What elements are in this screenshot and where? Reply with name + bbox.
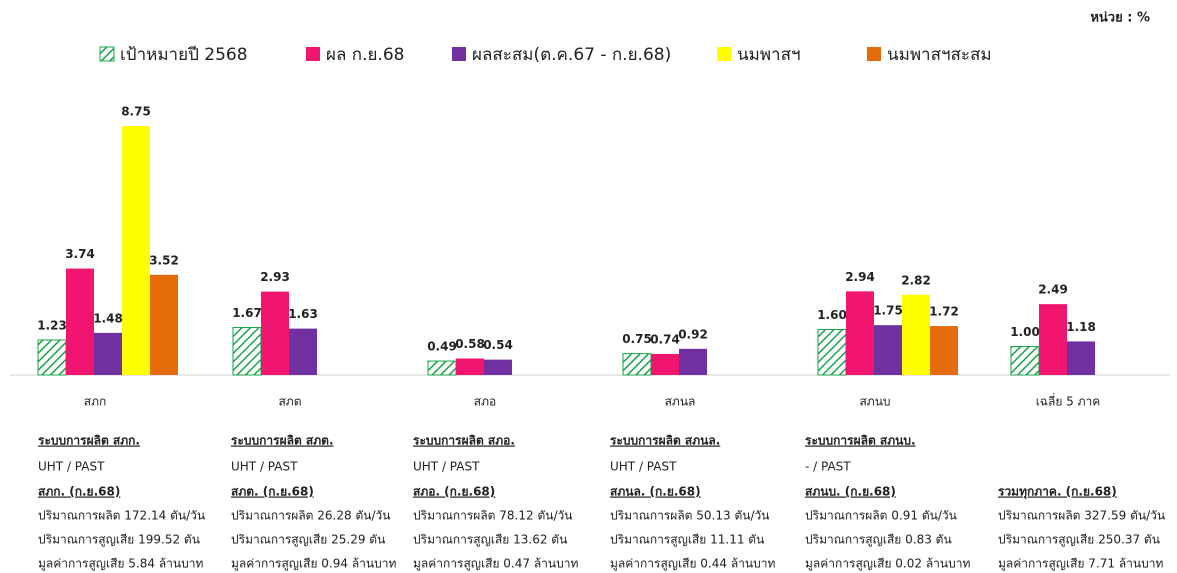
note-line: ปริมาณการสูญเสีย 13.62 ตัน [413, 533, 567, 548]
note-heading: ระบบการผลิต สภต. [231, 434, 334, 448]
note-line: มูลค่าการสูญเสีย 7.71 ล้านบาท [998, 557, 1163, 572]
legend-swatch [99, 46, 115, 62]
data-label: 2.49 [1038, 283, 1068, 297]
note-heading: ระบบการผลิต สภนบ. [805, 434, 916, 448]
bar [484, 359, 512, 375]
note-line: มูลค่าการสูญเสีย 0.44 ล้านบาท [610, 557, 775, 572]
data-label: 1.00 [1010, 325, 1040, 339]
data-label: 3.74 [65, 247, 95, 261]
note-heading: ระบบการผลิต สภนล. [610, 434, 720, 448]
data-label: 2.93 [260, 270, 290, 284]
note-line: มูลค่าการสูญเสีย 0.94 ล้านบาท [231, 557, 396, 572]
note-period: รวมทุกภาค. (ก.ย.68) [998, 485, 1117, 500]
note-line: ปริมาณการผลิต 172.14 ตัน/วัน [38, 509, 205, 523]
x-tick-label: เฉลี่ย 5 ภาค [1036, 393, 1101, 409]
note-kind: UHT / PAST [610, 460, 677, 474]
bar [122, 126, 150, 375]
note-line: ปริมาณการผลิต 26.28 ตัน/วัน [231, 509, 390, 523]
x-tick-label: สภนล [665, 395, 696, 409]
bar [289, 328, 317, 375]
note-kind: - / PAST [805, 460, 851, 474]
legend-swatch [306, 47, 320, 61]
note-period: สภนล. (ก.ย.68) [610, 485, 701, 499]
bar [622, 353, 652, 376]
note-period: สภต. (ก.ย.68) [231, 485, 314, 499]
note-heading: ระบบการผลิต สภอ. [413, 434, 515, 448]
bar [1039, 304, 1067, 375]
x-tick-label: สภก [84, 395, 107, 409]
x-tick-label: สภต [278, 395, 301, 409]
bar [261, 291, 289, 375]
note-line: ปริมาณการผลิต 327.59 ตัน/วัน [998, 509, 1165, 523]
legend-swatch [717, 47, 731, 61]
legend-swatch [452, 47, 466, 61]
legend-label: เป้าหมายปี 2568 [120, 45, 248, 65]
data-label: 1.60 [817, 308, 847, 322]
data-label: 0.92 [678, 327, 708, 341]
bar [1067, 341, 1095, 375]
legend-label: ผล ก.ย.68 [326, 45, 404, 65]
note-line: ปริมาณการผลิต 0.91 ตัน/วัน [805, 509, 957, 523]
data-label: 1.23 [37, 318, 67, 332]
legend-swatch [867, 47, 881, 61]
note-line: ปริมาณการสูญเสีย 0.83 ตัน [805, 533, 952, 548]
bar [846, 291, 874, 375]
bar [232, 326, 262, 376]
note-line: ปริมาณการผลิต 50.13 ตัน/วัน [610, 509, 769, 523]
note-line: มูลค่าการสูญเสีย 0.02 ล้านบาท [805, 557, 970, 572]
note-period: สภก. (ก.ย.68) [38, 485, 120, 499]
legend-label: นมพาสฯสะสม [887, 45, 992, 65]
note-heading: ระบบการผลิต สภก. [38, 434, 140, 448]
bar [679, 348, 707, 375]
bar [66, 268, 94, 375]
bar [456, 358, 484, 375]
note-line: มูลค่าการสูญเสีย 0.47 ล้านบาท [413, 557, 578, 572]
data-label: 1.75 [873, 304, 903, 318]
bar [37, 339, 67, 376]
bar [427, 360, 457, 376]
x-tick-label: สภนบ [859, 395, 890, 409]
note-kind: UHT / PAST [38, 460, 105, 474]
note-period: สภนบ. (ก.ย.68) [805, 485, 896, 499]
bar [817, 328, 847, 376]
bar [874, 325, 902, 375]
bar [94, 332, 122, 375]
bar [150, 274, 178, 375]
data-label: 3.52 [149, 253, 179, 267]
note-line: มูลค่าการสูญเสีย 5.84 ล้านบาท [38, 557, 203, 572]
legend-label: นมพาสฯ [737, 45, 801, 65]
note-line: ปริมาณการสูญเสีย 250.37 ตัน [998, 533, 1160, 548]
note-line: ปริมาณการสูญเสีย 11.11 ตัน [610, 533, 764, 548]
note-kind: UHT / PAST [413, 460, 480, 474]
note-kind: UHT / PAST [231, 460, 298, 474]
note-line: ปริมาณการสูญเสีย 199.52 ตัน [38, 533, 200, 548]
bar [651, 353, 679, 375]
data-label: 8.75 [121, 105, 151, 119]
bar [902, 294, 930, 375]
data-label: 0.49 [427, 340, 457, 354]
data-label: 1.67 [232, 306, 262, 320]
data-label: 1.72 [929, 305, 959, 319]
data-label: 2.82 [901, 273, 931, 287]
bar [1010, 346, 1040, 376]
data-label: 2.94 [845, 270, 875, 284]
data-label: 0.58 [455, 337, 485, 351]
data-label: 1.63 [288, 307, 318, 321]
bar [930, 326, 958, 375]
data-label: 1.18 [1066, 320, 1096, 334]
data-label: 0.74 [650, 332, 680, 346]
data-label: 0.75 [622, 332, 652, 346]
x-tick-label: สภอ [474, 395, 496, 409]
legend-label: ผลสะสม(ต.ค.67 - ก.ย.68) [472, 45, 671, 65]
data-label: 1.48 [93, 311, 123, 325]
note-period: สภอ. (ก.ย.68) [413, 485, 495, 499]
note-line: ปริมาณการผลิต 78.12 ตัน/วัน [413, 509, 572, 523]
unit: หน่วย : % [1090, 11, 1150, 26]
data-label: 0.54 [483, 338, 513, 352]
note-line: ปริมาณการสูญเสีย 25.29 ตัน [231, 533, 385, 548]
